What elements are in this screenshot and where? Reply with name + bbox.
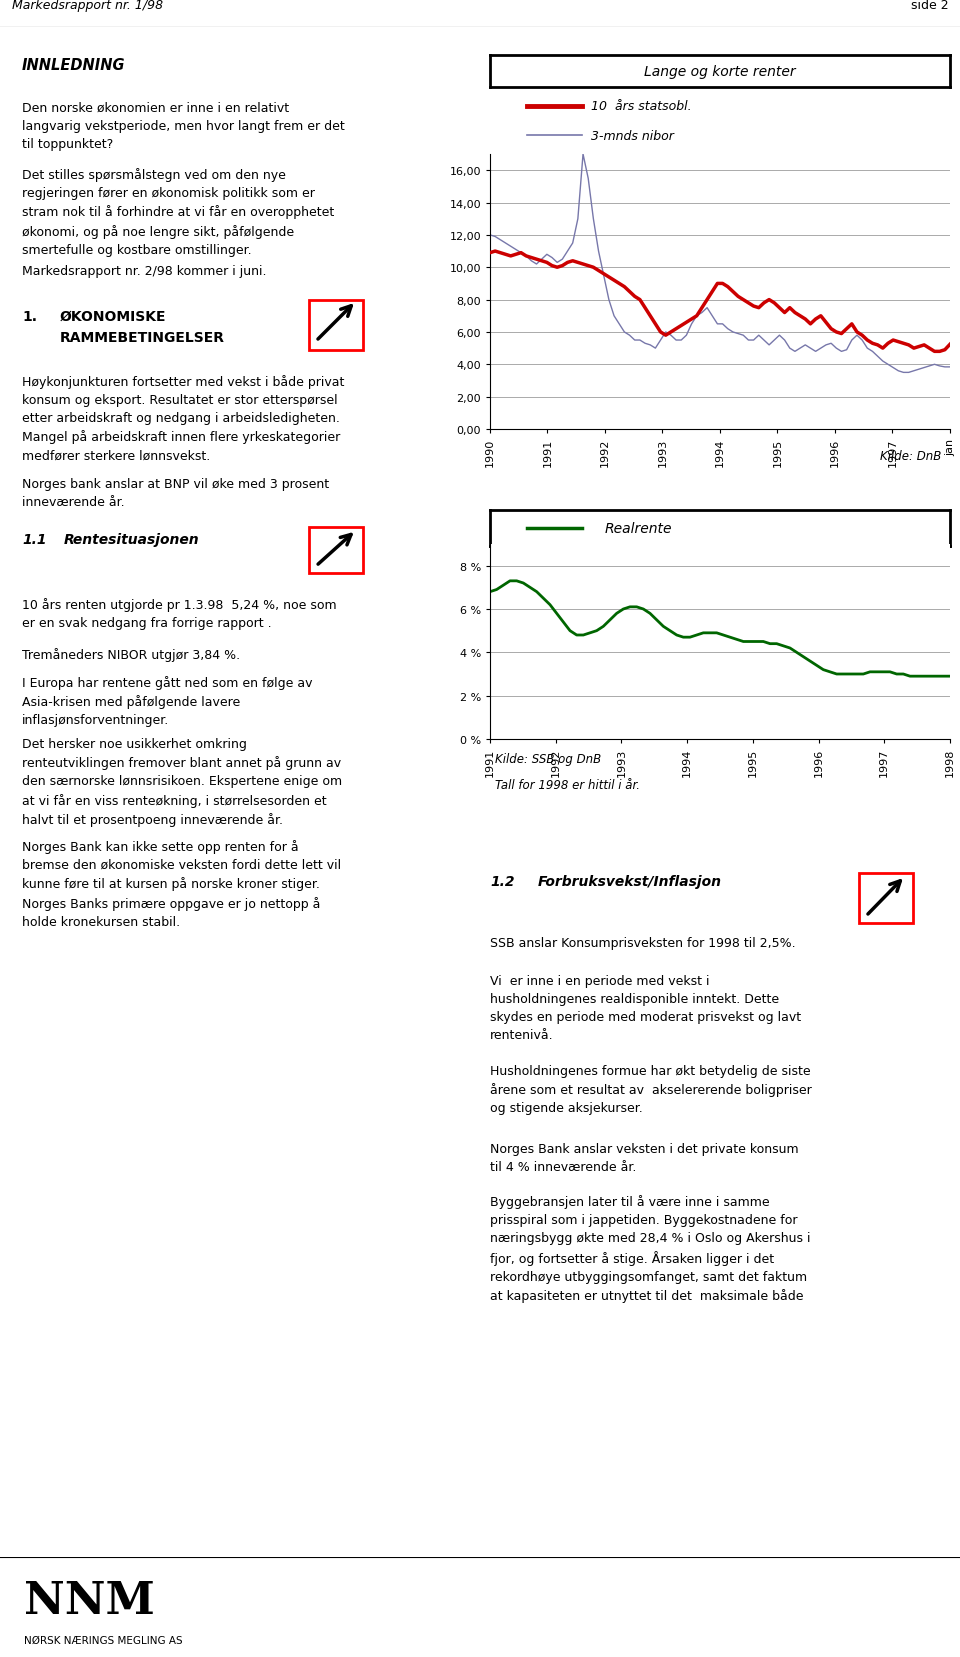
FancyBboxPatch shape	[309, 302, 363, 351]
Text: Byggebransjen later til å være inne i samme
prisspiral som i jappetiden. Byggeko: Byggebransjen later til å være inne i sa…	[490, 1195, 810, 1302]
Text: Realrente: Realrente	[605, 522, 673, 535]
Text: 3-mnds nibor: 3-mnds nibor	[591, 129, 674, 143]
Text: Markedsrapport nr. 2/98 kommer i juni.: Markedsrapport nr. 2/98 kommer i juni.	[22, 265, 267, 278]
Text: Kilde: DnB: Kilde: DnB	[879, 451, 941, 464]
Text: Norges bank anslar at BNP vil øke med 3 prosent
inneværende år.: Norges bank anslar at BNP vil øke med 3 …	[22, 477, 329, 509]
Text: ØKONOMISKE: ØKONOMISKE	[60, 310, 166, 323]
Text: NNM: NNM	[24, 1579, 155, 1622]
FancyBboxPatch shape	[309, 527, 363, 573]
Text: 1.1: 1.1	[22, 532, 46, 547]
Text: NØRSK NÆRINGS MEGLING AS: NØRSK NÆRINGS MEGLING AS	[24, 1635, 182, 1645]
FancyBboxPatch shape	[859, 873, 913, 923]
Text: Den norske økonomien er inne i en relativt
langvarig vekstperiode, men hvor lang: Den norske økonomien er inne i en relati…	[22, 103, 345, 151]
Text: Tall for 1998 er hittil i år.: Tall for 1998 er hittil i år.	[494, 779, 639, 792]
Text: RAMMEBETINGELSER: RAMMEBETINGELSER	[60, 331, 225, 345]
Text: Markedsrapport nr. 1/98: Markedsrapport nr. 1/98	[12, 0, 162, 12]
Text: 10  års statsobl.: 10 års statsobl.	[591, 99, 692, 113]
Text: Husholdningenes formue har økt betydelig de siste
årene som et resultat av  akse: Husholdningenes formue har økt betydelig…	[490, 1064, 812, 1115]
Text: Rentesituasjonen: Rentesituasjonen	[64, 532, 200, 547]
Text: 1.: 1.	[22, 310, 37, 323]
Text: Norges Bank anslar veksten i det private konsum
til 4 % inneværende år.: Norges Bank anslar veksten i det private…	[490, 1142, 799, 1173]
Text: Høykonjunkturen fortsetter med vekst i både privat
konsum og eksport. Resultatet: Høykonjunkturen fortsetter med vekst i b…	[22, 374, 345, 462]
Text: Tremåneders NIBOR utgjør 3,84 %.: Tremåneders NIBOR utgjør 3,84 %.	[22, 648, 240, 661]
Text: Forbruksvekst/Inflasjon: Forbruksvekst/Inflasjon	[538, 875, 722, 888]
Text: I Europa har rentene gått ned som en følge av
Asia-krisen med påfølgende lavere
: I Europa har rentene gått ned som en føl…	[22, 676, 313, 727]
Text: Norges Bank kan ikke sette opp renten for å
bremse den økonomiske veksten fordi : Norges Bank kan ikke sette opp renten fo…	[22, 840, 341, 928]
Text: Det stilles spørsmålstegn ved om den nye
regjeringen fører en økonomisk politikk: Det stilles spørsmålstegn ved om den nye…	[22, 167, 334, 257]
Text: INNLEDNING: INNLEDNING	[22, 58, 126, 73]
Text: 10 års renten utgjorde pr 1.3.98  5,24 %, noe som
er en svak nedgang fra forrige: 10 års renten utgjorde pr 1.3.98 5,24 %,…	[22, 598, 337, 630]
Text: Kilde: SSB og DnB: Kilde: SSB og DnB	[494, 752, 601, 766]
Text: SSB anslar Konsumprisveksten for 1998 til 2,5%.: SSB anslar Konsumprisveksten for 1998 ti…	[490, 936, 796, 949]
Text: side 2: side 2	[911, 0, 948, 12]
Text: Det hersker noe usikkerhet omkring
renteutviklingen fremover blant annet på grun: Det hersker noe usikkerhet omkring rente…	[22, 737, 342, 827]
Text: 1.2: 1.2	[490, 875, 515, 888]
Text: Lange og korte renter: Lange og korte renter	[644, 65, 796, 80]
Text: Vi  er inne i en periode med vekst i
husholdningenes realdisponible inntekt. Det: Vi er inne i en periode med vekst i hush…	[490, 974, 802, 1041]
